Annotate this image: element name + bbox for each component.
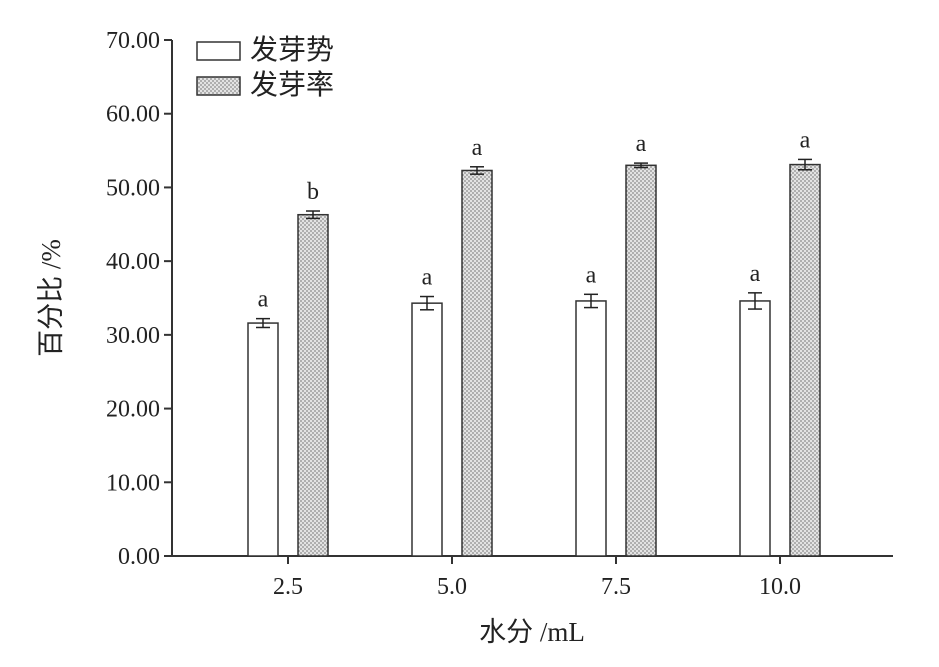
y-tick-label: 30.00 (106, 323, 160, 349)
significance-label: a (258, 287, 269, 313)
y-axis-label: 百分比 /% (36, 239, 66, 357)
x-tick-label: 5.0 (437, 574, 467, 600)
legend-swatch-germination-energy (196, 41, 241, 61)
x-tick-label: 7.5 (601, 574, 631, 600)
significance-label: b (307, 179, 319, 205)
bar-germination-rate (461, 169, 493, 557)
y-tick-label: 40.00 (106, 249, 160, 275)
significance-label: a (586, 262, 597, 288)
significance-label: a (750, 261, 761, 287)
significance-label: a (472, 135, 483, 161)
y-axis-ticks: 0.00 10.00 20.00 30.00 40.00 50.00 60.00 70.00 (106, 28, 172, 570)
y-tick-label: 10.00 (106, 470, 160, 496)
significance-label: a (800, 127, 811, 153)
x-axis-label: 水分 /mL (479, 617, 585, 647)
legend: 发芽势 发芽率 (196, 34, 334, 101)
x-axis-ticks: 2.5 5.0 7.5 10.0 (273, 556, 801, 600)
y-tick-label: 70.00 (106, 28, 160, 54)
significance-label: a (422, 265, 433, 291)
bar-series: a b a a a a a a (247, 127, 821, 557)
y-tick-label: 0.00 (118, 544, 160, 570)
x-tick-label: 10.0 (759, 574, 801, 600)
bar-germination-rate (789, 163, 821, 557)
bar-germination-energy (739, 300, 771, 557)
bar-germination-energy (575, 300, 607, 557)
legend-swatch-germination-rate (196, 76, 241, 96)
legend-label-germination-rate: 发芽率 (250, 69, 334, 101)
legend-label-germination-energy: 发芽势 (250, 34, 334, 66)
y-tick-label: 50.00 (106, 175, 160, 201)
bar-germination-rate (625, 164, 657, 557)
bar-germination-rate (297, 213, 329, 557)
bar-germination-energy (247, 322, 279, 557)
x-tick-label: 2.5 (273, 574, 303, 600)
y-tick-label: 20.00 (106, 397, 160, 423)
bar-germination-energy (411, 302, 443, 557)
y-tick-label: 60.00 (106, 102, 160, 128)
significance-label: a (636, 131, 647, 157)
